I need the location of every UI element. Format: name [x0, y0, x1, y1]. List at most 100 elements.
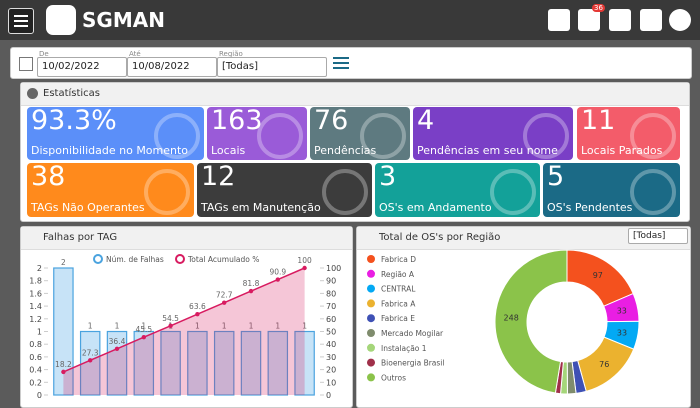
legend-label: Fabrica E [381, 314, 415, 323]
y-tick-label: 1.8 [29, 277, 42, 286]
legend-marker [175, 254, 185, 264]
stat-value: 93.3% [31, 107, 117, 136]
menu-icon [14, 15, 28, 27]
user-button[interactable] [640, 9, 662, 31]
line-point [222, 300, 227, 305]
stat-tile[interactable]: 4 Pendências em seu nome [413, 107, 573, 160]
region-chart-select[interactable]: [Todas] [628, 228, 688, 244]
stat-tile[interactable]: 76 Pendências [310, 107, 410, 160]
line-label: 27.3 [82, 348, 99, 357]
region-label: Região [219, 50, 243, 58]
help-button[interactable] [609, 9, 631, 31]
cumulative-area [63, 268, 305, 395]
legend-label: CENTRAL [381, 285, 416, 294]
tile-deco [322, 169, 368, 215]
legend-label: Fabrica A [381, 299, 416, 308]
menu-button[interactable] [8, 8, 34, 34]
tile-deco [257, 113, 303, 159]
stat-value: 3 [379, 163, 397, 192]
stat-tile[interactable]: 93.3% Disponibilidade no Momento [27, 107, 204, 160]
line-point [114, 346, 120, 351]
stat-label: Pendências em seu nome [417, 144, 558, 157]
legend-marker [367, 299, 375, 308]
line-label: 18.2 [55, 360, 72, 369]
failures-title: Falhas por TAG [21, 227, 352, 250]
home-button[interactable] [548, 9, 570, 31]
stat-label: TAGs em Manutenção [201, 201, 321, 214]
segment-label: 97 [593, 271, 603, 280]
filter-bar: De 10/02/2022 Até 10/08/2022 Região [Tod… [10, 47, 692, 79]
line-label: 72.7 [216, 291, 233, 300]
logo-text: SGMAN [82, 8, 165, 32]
stat-value: 11 [581, 107, 616, 136]
bar [79, 330, 101, 396]
bar-label: 2 [61, 258, 66, 267]
y2-tick-label: 40 [326, 340, 336, 349]
y2-tick-label: 60 [326, 315, 336, 324]
bar-label: 1 [195, 322, 200, 331]
line-point [248, 288, 254, 294]
tile-deco [630, 169, 676, 215]
stat-tile[interactable]: 11 Locais Parados [577, 107, 680, 160]
donut-segment [494, 249, 568, 394]
segment-label: 248 [504, 313, 519, 322]
y-tick-label: 2 [37, 264, 42, 273]
line-label: 54.5 [162, 314, 179, 323]
y2-tick-label: 70 [326, 302, 336, 311]
bar-label: 1 [115, 322, 120, 331]
logout-button[interactable] [669, 9, 691, 31]
y-tick-label: 0.6 [29, 353, 42, 362]
legend-label: Fabrica D [381, 255, 416, 264]
y-tick-label: 1 [37, 328, 42, 337]
legend-marker [367, 284, 375, 293]
y2-tick-label: 50 [326, 328, 336, 337]
filter-settings[interactable] [331, 54, 351, 72]
y2-tick-label: 10 [326, 378, 336, 387]
bar-label: 1 [222, 322, 227, 331]
line-point [275, 277, 280, 282]
y2-tick-label: 20 [326, 366, 336, 375]
stat-label: Locais Parados [581, 144, 663, 157]
bar-label: 1 [275, 322, 280, 331]
stat-tile[interactable]: 5 OS's Pendentes [543, 163, 680, 217]
region-title: Total de OS's por Região [357, 227, 690, 250]
stats-title: Estatísticas [21, 83, 689, 106]
notifications-button[interactable] [578, 9, 600, 31]
bar [160, 330, 181, 396]
line-label: 100 [297, 256, 312, 265]
stat-label: OS's Pendentes [547, 201, 633, 214]
stat-value: 76 [314, 107, 349, 136]
to-date[interactable]: 10/08/2022 [127, 57, 217, 77]
from-label: De [39, 50, 49, 58]
bar [240, 330, 262, 396]
tile-deco [144, 169, 190, 215]
logo-icon [46, 5, 76, 35]
legend-marker [367, 269, 375, 278]
tile-deco [360, 113, 406, 159]
stat-tile[interactable]: 3 OS's em Andamento [375, 163, 540, 217]
cumulative-line [63, 267, 305, 373]
from-date[interactable]: 10/02/2022 [37, 57, 127, 77]
legend-label: Instalação 1 [381, 344, 427, 353]
bar [187, 330, 208, 396]
line-point [88, 358, 93, 363]
y-tick-label: 0 [37, 391, 42, 400]
stat-value: 163 [211, 107, 263, 136]
line-point [168, 323, 173, 328]
segment-label: 33 [617, 306, 627, 315]
y2-tick-label: 30 [326, 353, 336, 362]
y2-tick-label: 100 [326, 264, 341, 273]
stat-label: Pendências [314, 144, 377, 157]
legend-label: Bioenergia Brasil [381, 359, 444, 368]
to-label: Até [129, 50, 141, 58]
y-tick-label: 1.4 [29, 302, 42, 311]
stat-tile[interactable]: 38 TAGs Não Operantes [27, 163, 194, 217]
stat-tile[interactable]: 12 TAGs em Manutenção [197, 163, 372, 217]
bar [53, 267, 74, 396]
legend-label: Total Acumulado % [187, 255, 259, 264]
region-select[interactable]: [Todas] [217, 57, 327, 77]
stat-tile[interactable]: 163 Locais [207, 107, 307, 160]
line-label: 45.5 [135, 325, 152, 334]
legend-label: Outros [381, 373, 406, 382]
